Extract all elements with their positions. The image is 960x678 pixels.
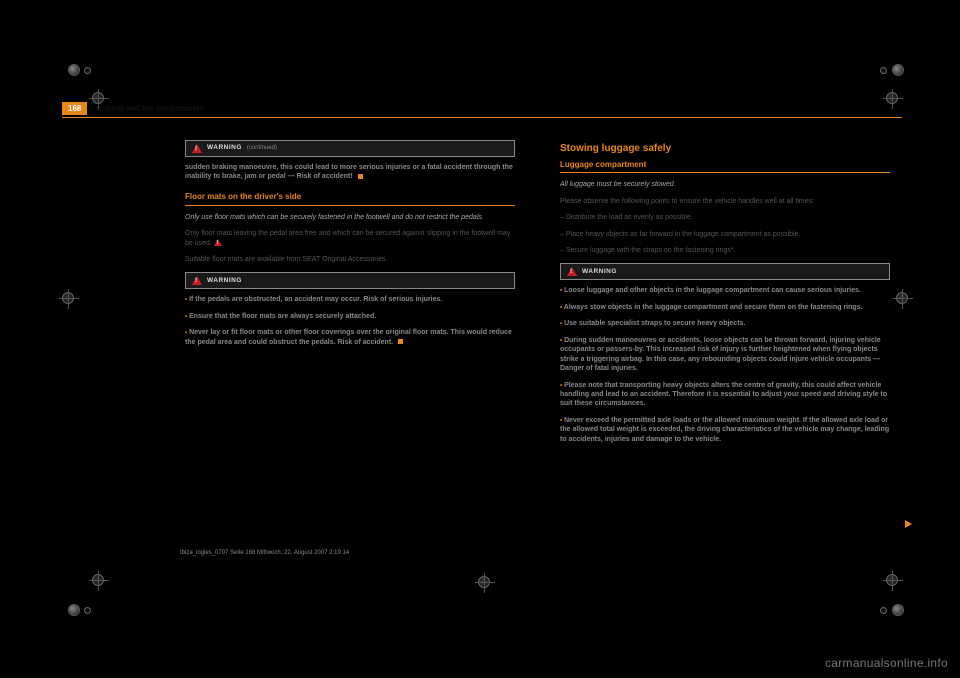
page-number-tab: 168 bbox=[62, 102, 87, 115]
left-column: WARNING (continued) sudden braking manoe… bbox=[185, 140, 535, 354]
luggage-compartment-heading: Luggage compartment bbox=[560, 160, 890, 174]
warning-icon bbox=[192, 276, 202, 285]
warning-box-1: WARNING (continued) bbox=[185, 140, 515, 157]
floor-mats-para-2: Suitable floor mats are available from S… bbox=[185, 255, 515, 264]
warning-icon bbox=[192, 144, 202, 153]
watermark: carmanualsonline.info bbox=[825, 656, 948, 670]
luggage-point-3: – Secure luggage with the straps on the … bbox=[560, 246, 890, 255]
crop-mark-top-left bbox=[68, 58, 96, 86]
floor-mats-lead: Only use floor mats which can be securel… bbox=[185, 213, 515, 222]
warning-3-bullet-2: • Always stow objects in the luggage com… bbox=[560, 303, 890, 312]
warning-label: WARNING bbox=[207, 277, 242, 286]
warning-icon bbox=[567, 267, 577, 276]
section-title: Driving and the environment bbox=[96, 104, 204, 113]
floor-mats-heading: Floor mats on the driver's side bbox=[185, 192, 515, 206]
crop-mark-mid-left bbox=[62, 292, 74, 304]
crop-mark-bot-right-inner bbox=[886, 574, 898, 586]
luggage-point-1: – Distribute the load as evenly as possi… bbox=[560, 213, 890, 222]
right-column: Stowing luggage safely Luggage compartme… bbox=[560, 142, 910, 451]
luggage-intro: Please observe the following points to e… bbox=[560, 197, 890, 206]
warning-3-bullet-5: • Please note that transporting heavy ob… bbox=[560, 381, 890, 409]
stowing-heading: Stowing luggage safely bbox=[560, 142, 910, 156]
crop-mark-bot-left bbox=[68, 598, 96, 626]
inline-warning-icon bbox=[214, 239, 222, 246]
warning-3-bullet-6: • Never exceed the permitted axle loads … bbox=[560, 416, 890, 444]
header-rule bbox=[62, 117, 902, 118]
warning-1-body: sudden braking manoeuvre, this could lea… bbox=[185, 163, 515, 182]
footer-metadata: Ibiza_ingles_0707 Seite 168 Mittwoch, 22… bbox=[180, 550, 349, 556]
warning-label: WARNING bbox=[582, 268, 617, 277]
crop-mark-bot-left-inner bbox=[92, 574, 104, 586]
crop-mark-top-right bbox=[880, 58, 908, 86]
warning-3-bullet-1: • Loose luggage and other objects in the… bbox=[560, 286, 890, 295]
luggage-point-2: – Place heavy objects as far forward in … bbox=[560, 230, 890, 239]
end-mark-icon bbox=[398, 339, 403, 344]
warning-2-bullet-3: • Never lay or fit floor mats or other f… bbox=[185, 328, 515, 347]
warning-label: WARNING bbox=[207, 144, 242, 153]
warning-2-bullet-1: • If the pedals are obstructed, an accid… bbox=[185, 295, 515, 304]
warning-2-bullet-2: • Ensure that the floor mats are always … bbox=[185, 312, 515, 321]
warning-box-2: WARNING bbox=[185, 272, 515, 289]
warning-3-bullet-4: • During sudden manoeuvres or accidents,… bbox=[560, 336, 890, 374]
crop-mark-top-right-inner bbox=[886, 92, 898, 104]
crop-mark-bot-center bbox=[478, 576, 490, 588]
warning-3-bullet-3: • Use suitable specialist straps to secu… bbox=[560, 319, 890, 328]
end-mark-icon bbox=[358, 174, 363, 179]
warning-box-3: WARNING bbox=[560, 263, 890, 280]
floor-mats-para-1: Only floor mats leaving the pedal area f… bbox=[185, 229, 515, 248]
crop-mark-top-left-inner bbox=[92, 92, 104, 104]
continue-arrow-icon bbox=[905, 520, 912, 528]
crop-mark-bot-right bbox=[880, 598, 908, 626]
luggage-lead: All luggage must be securely stowed. bbox=[560, 180, 890, 189]
warning-continued: (continued) bbox=[247, 144, 277, 152]
